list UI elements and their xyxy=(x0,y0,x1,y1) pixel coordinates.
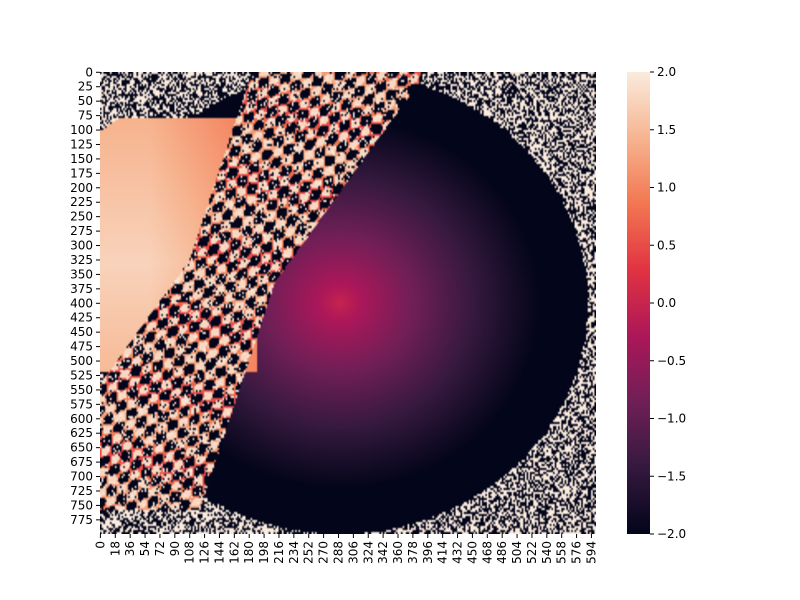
colorbar-tick-label: −2.0 xyxy=(657,527,686,541)
colorbar-tick-label: −1.5 xyxy=(657,469,686,483)
x-tick-label: 234 xyxy=(287,541,301,564)
y-tick-label: 100 xyxy=(70,123,93,137)
x-tick-label: 360 xyxy=(391,541,405,564)
y-tick-label: 550 xyxy=(70,383,93,397)
y-tick-label: 400 xyxy=(70,296,93,310)
y-tick-label: 700 xyxy=(70,470,93,484)
colorbar-tick-label: −0.5 xyxy=(657,354,686,368)
x-tick-label: 198 xyxy=(257,541,271,564)
x-tick-label: 504 xyxy=(510,541,524,564)
x-tick-label: 396 xyxy=(421,541,435,564)
y-tick-label: 500 xyxy=(70,354,93,368)
x-tick-label: 540 xyxy=(540,541,554,564)
y-tick-label: 575 xyxy=(70,397,93,411)
x-tick-label: 0 xyxy=(93,541,107,549)
x-tick-label: 54 xyxy=(138,541,152,556)
x-tick-label: 144 xyxy=(212,541,226,564)
y-tick-label: 525 xyxy=(70,368,93,382)
y-tick-label: 450 xyxy=(70,325,93,339)
x-tick-label: 450 xyxy=(465,541,479,564)
colorbar-tick-label: 1.5 xyxy=(657,123,676,137)
y-tick-label: 75 xyxy=(78,109,93,123)
x-tick-label: 576 xyxy=(570,541,584,564)
colorbar-tick-label: 1.0 xyxy=(657,181,676,195)
x-tick-label: 342 xyxy=(376,541,390,564)
y-tick-label: 275 xyxy=(70,224,93,238)
y-tick-label: 325 xyxy=(70,253,93,267)
y-tick-label: 600 xyxy=(70,412,93,426)
y-tick-label: 300 xyxy=(70,239,93,253)
y-tick-label: 50 xyxy=(78,94,93,108)
y-tick-label: 775 xyxy=(70,513,93,527)
x-tick-label: 414 xyxy=(436,541,450,564)
x-axis: 0 18 36 54 72 90 108 126 144 162 180 198 216 234 252 27… xyxy=(93,534,598,564)
y-tick-label: 425 xyxy=(70,311,93,325)
x-tick-label: 306 xyxy=(346,541,360,564)
y-tick-label: 175 xyxy=(70,166,93,180)
colorbar-tick-label: 2.0 xyxy=(657,65,676,79)
colorbar-axis: 2.0 1.5 1.0 0.5 0.0 −0.5 −1.0 −1.5 −2.0 xyxy=(650,65,686,541)
y-tick-label: 0 xyxy=(85,65,93,79)
y-tick-label: 475 xyxy=(70,340,93,354)
y-axis: 0255075100125150175200225250275300325350… xyxy=(70,65,100,527)
x-tick-label: 378 xyxy=(406,541,420,564)
y-tick-label: 200 xyxy=(70,181,93,195)
y-tick-label: 725 xyxy=(70,484,93,498)
x-tick-label: 72 xyxy=(153,541,167,556)
colorbar-tick-label: 0.5 xyxy=(657,238,676,252)
x-tick-label: 270 xyxy=(317,541,331,564)
y-tick-label: 375 xyxy=(70,282,93,296)
x-tick-label: 288 xyxy=(331,541,345,564)
y-tick-label: 150 xyxy=(70,152,93,166)
x-tick-label: 108 xyxy=(183,541,197,564)
x-tick-label: 162 xyxy=(227,541,241,564)
x-tick-label: 486 xyxy=(495,541,509,564)
x-tick-label: 216 xyxy=(272,541,286,564)
y-tick-label: 225 xyxy=(70,195,93,209)
x-tick-label: 594 xyxy=(584,541,598,564)
x-tick-label: 432 xyxy=(451,541,465,564)
x-tick-label: 558 xyxy=(555,541,569,564)
colorbar-tick-label: −1.0 xyxy=(657,412,686,426)
colorbar: 2.0 1.5 1.0 0.5 0.0 −0.5 −1.0 −1.5 −2.0 xyxy=(627,65,686,541)
y-tick-label: 25 xyxy=(78,80,93,94)
x-tick-label: 126 xyxy=(198,541,212,564)
x-tick-label: 252 xyxy=(302,541,316,564)
y-tick-label: 675 xyxy=(70,455,93,469)
x-tick-label: 36 xyxy=(123,541,137,556)
x-tick-label: 18 xyxy=(108,541,122,556)
heatmap-plot-area xyxy=(100,72,596,534)
y-tick-label: 250 xyxy=(70,210,93,224)
x-tick-label: 90 xyxy=(168,541,182,556)
y-tick-label: 750 xyxy=(70,498,93,512)
colorbar-gradient xyxy=(627,72,650,534)
y-tick-label: 650 xyxy=(70,441,93,455)
x-tick-label: 324 xyxy=(361,541,375,564)
heatmap-image xyxy=(100,72,596,534)
colorbar-tick-label: 0.0 xyxy=(657,296,676,310)
x-tick-label: 468 xyxy=(480,541,494,564)
y-tick-label: 350 xyxy=(70,267,93,281)
x-tick-label: 522 xyxy=(525,541,539,564)
y-tick-label: 625 xyxy=(70,426,93,440)
y-tick-label: 125 xyxy=(70,137,93,151)
x-tick-label: 180 xyxy=(242,541,256,564)
